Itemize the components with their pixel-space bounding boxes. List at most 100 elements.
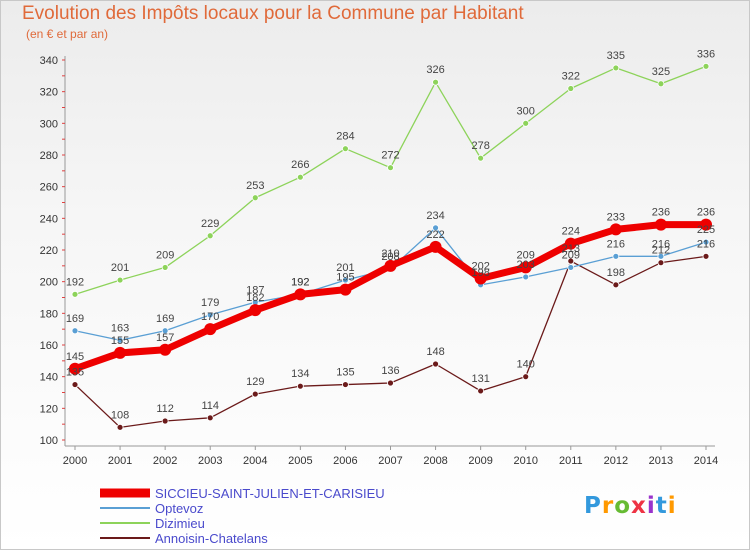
data-label-1: 201	[336, 262, 354, 274]
x-tick-label: 2005	[288, 455, 312, 467]
legend: SICCIEU-SAINT-JULIEN-ET-CARISIEUOptevozD…	[100, 486, 385, 546]
data-label-1: 209	[562, 249, 580, 261]
series-point-1	[702, 238, 710, 246]
data-label-2: 192	[66, 276, 84, 288]
series-point-3	[522, 373, 530, 381]
series-point-2	[657, 80, 665, 88]
series-point-0	[69, 362, 81, 375]
data-label-1: 216	[607, 238, 625, 250]
data-label-1: 187	[246, 284, 264, 296]
logo-letter: i	[646, 493, 656, 519]
y-tick-label: 260	[40, 182, 58, 194]
data-label-3: 129	[246, 376, 264, 388]
series-point-3	[296, 382, 304, 390]
data-label-1: 163	[111, 322, 129, 334]
data-label-3: 148	[426, 346, 444, 358]
series-point-1	[71, 327, 79, 335]
series-point-0	[204, 323, 217, 336]
series-point-0	[429, 240, 442, 253]
logo-letter: P	[584, 493, 602, 519]
axes: 100 120 140 160 180 200 220 240 260 280 300 320 340 2…	[40, 55, 719, 467]
data-label-3: 112	[156, 403, 174, 415]
x-tick-label: 2009	[468, 455, 492, 467]
series-point-1	[522, 273, 530, 281]
series-point-2	[342, 145, 349, 153]
y-tick-label: 240	[40, 213, 58, 225]
data-label-2: 278	[471, 140, 489, 152]
series-point-1	[567, 264, 575, 271]
chart-title: Evolution des Impôts locaux pour la Comm…	[22, 3, 524, 24]
legend-label-3: Annoisin-Chatelans	[155, 531, 268, 546]
series-point-0	[564, 237, 577, 250]
series-point-1	[657, 252, 665, 260]
series-point-2	[387, 164, 394, 172]
data-label-2: 253	[246, 180, 264, 192]
series-point-2	[432, 78, 439, 86]
series-point-0	[249, 304, 262, 317]
data-label-1: 169	[156, 313, 174, 325]
y-tick-label: 220	[40, 245, 58, 257]
data-label-0: 202	[471, 261, 489, 273]
data-label-3: 135	[336, 367, 354, 379]
data-labels: 145 155 157 170 182 192 195 210 222 202 209 224 233 2…	[66, 48, 715, 421]
x-tick-label: 2014	[694, 455, 718, 467]
series-point-3	[477, 387, 485, 395]
data-label-0: 170	[201, 311, 219, 323]
data-label-2: 284	[336, 131, 354, 143]
data-label-0: 182	[246, 292, 264, 304]
series-point-3	[161, 417, 169, 425]
data-label-0: 210	[381, 248, 399, 260]
series-point-3	[387, 379, 394, 387]
data-label-1: 169	[66, 313, 84, 325]
data-label-1: 179	[201, 297, 219, 309]
series-point-3	[116, 423, 124, 431]
logo-letter: r	[601, 493, 615, 519]
data-label-0: 155	[111, 335, 129, 347]
series-point-0	[700, 218, 712, 231]
series-point-3	[71, 381, 79, 388]
data-label-3: 140	[517, 359, 535, 371]
series-point-1	[206, 311, 214, 319]
series-point-0	[114, 346, 127, 359]
series-point-3	[251, 390, 259, 398]
data-label-1: 216	[652, 238, 670, 250]
chart-subtitle: (en € et par an)	[26, 27, 109, 41]
x-tick-label: 2007	[378, 455, 402, 467]
data-label-2: 209	[156, 249, 174, 261]
data-label-2: 322	[562, 71, 580, 83]
data-label-1: 203	[517, 259, 535, 271]
series-point-1	[116, 336, 124, 344]
x-tick-label: 2011	[559, 455, 583, 467]
data-label-1: 198	[471, 267, 489, 279]
series-point-2	[206, 232, 214, 240]
data-label-3: 135	[66, 367, 84, 379]
data-label-3: 212	[652, 245, 670, 257]
data-label-2: 326	[426, 64, 444, 76]
series-point-3	[206, 414, 214, 422]
x-tick-label: 2003	[198, 455, 222, 467]
x-tick-label: 2013	[649, 455, 673, 467]
proxiti-logo: Proxiti	[584, 493, 677, 519]
x-tick-label: 2010	[513, 455, 537, 467]
legend-label-2: Dizimieu	[155, 516, 205, 531]
x-tick-label: 2001	[108, 455, 132, 467]
data-label-2: 300	[517, 105, 535, 117]
legend-label-1: Optevoz	[155, 501, 203, 516]
y-tick-label: 320	[40, 87, 58, 99]
series-point-0	[519, 261, 532, 274]
data-label-3: 114	[201, 400, 219, 412]
data-label-0: 145	[66, 351, 84, 363]
data-label-3: 198	[607, 267, 625, 279]
x-tick-label: 2000	[63, 455, 87, 467]
data-label-0: 222	[426, 229, 444, 241]
data-label-0: 192	[291, 276, 309, 288]
data-label-3: 213	[562, 243, 580, 255]
series-point-2	[161, 264, 169, 271]
series-point-3	[612, 281, 620, 289]
y-tick-label: 300	[40, 118, 58, 130]
series-point-2	[612, 64, 620, 72]
data-label-2: 335	[607, 50, 625, 62]
x-tick-label: 2012	[604, 455, 628, 467]
x-tick-label: 2002	[153, 455, 177, 467]
series-point-0	[474, 272, 487, 285]
